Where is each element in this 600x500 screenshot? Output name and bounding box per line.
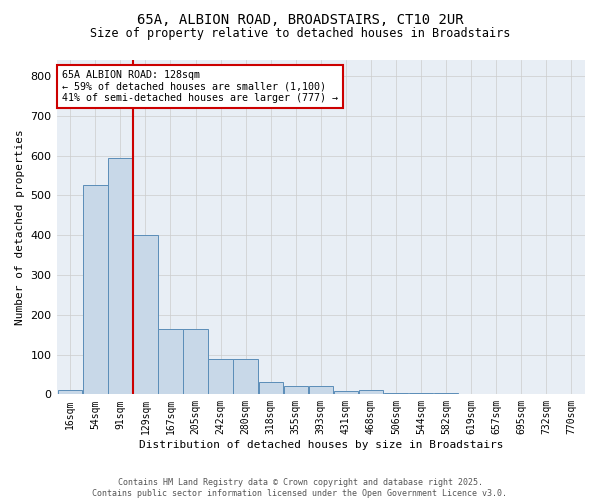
Bar	[158, 330, 182, 394]
Bar	[233, 360, 258, 394]
Text: Contains HM Land Registry data © Crown copyright and database right 2025.
Contai: Contains HM Land Registry data © Crown c…	[92, 478, 508, 498]
Bar	[83, 184, 107, 394]
Bar	[133, 235, 158, 394]
Bar	[284, 386, 308, 394]
Y-axis label: Number of detached properties: Number of detached properties	[15, 130, 25, 325]
Bar	[409, 392, 433, 394]
Bar	[108, 158, 133, 394]
Text: 65A, ALBION ROAD, BROADSTAIRS, CT10 2UR: 65A, ALBION ROAD, BROADSTAIRS, CT10 2UR	[137, 12, 463, 26]
Bar	[334, 391, 358, 394]
Bar	[434, 392, 458, 394]
Text: Size of property relative to detached houses in Broadstairs: Size of property relative to detached ho…	[90, 28, 510, 40]
Bar	[384, 392, 408, 394]
Bar	[208, 360, 233, 394]
Bar	[259, 382, 283, 394]
X-axis label: Distribution of detached houses by size in Broadstairs: Distribution of detached houses by size …	[139, 440, 503, 450]
Bar	[184, 330, 208, 394]
Bar	[308, 386, 333, 394]
Bar	[58, 390, 82, 394]
Bar	[359, 390, 383, 394]
Text: 65A ALBION ROAD: 128sqm
← 59% of detached houses are smaller (1,100)
41% of semi: 65A ALBION ROAD: 128sqm ← 59% of detache…	[62, 70, 338, 103]
